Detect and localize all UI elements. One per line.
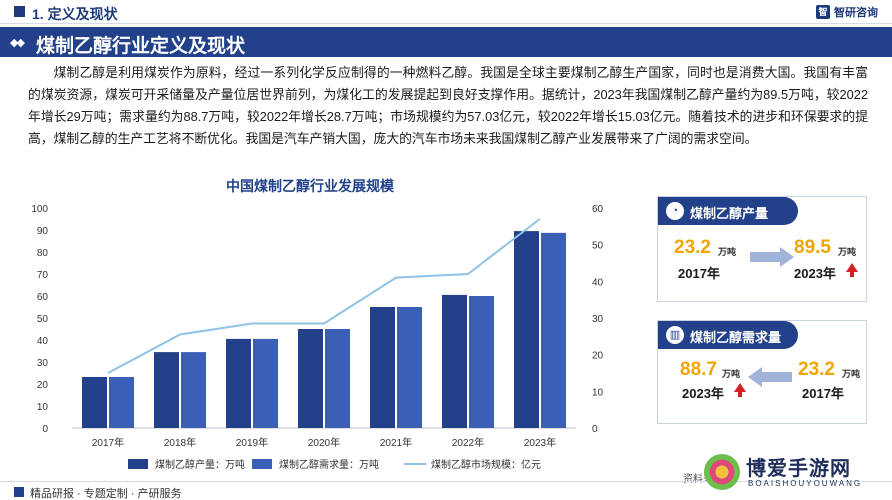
chart-icon: ◔ xyxy=(666,202,684,220)
y-left-tick-label: 100 xyxy=(31,204,48,215)
top-bar: 1. 定义及现状 智 智研咨询 xyxy=(0,0,892,24)
demand-left-unit: 万吨 xyxy=(722,369,741,379)
y-left-tick-label: 0 xyxy=(42,424,48,435)
watermark-subtitle: BOAISHOUYOUWANG xyxy=(748,479,863,488)
demand-right-year: 2017年 xyxy=(802,386,844,401)
demand-bar xyxy=(541,232,566,428)
demand-left-year: 2023年 xyxy=(682,386,724,401)
production-card: ◔ 煤制乙醇产量 23.2 万吨 2017年 89.5 万吨 2023年 xyxy=(657,196,867,302)
demand-bar xyxy=(109,376,134,428)
footer-services: 精品研报 · 专题定制 · 产研服务 xyxy=(30,488,182,500)
demand-left-value: 88.7 xyxy=(680,359,717,380)
up-arrow-icon xyxy=(846,263,858,272)
y-left-tick-label: 80 xyxy=(37,248,49,259)
x-tick-label: 2017年 xyxy=(92,436,124,449)
chart-title: 中国煤制乙醇行业发展规模 xyxy=(226,178,394,194)
y-left-tick-label: 30 xyxy=(37,358,49,369)
y-right-tick-label: 0 xyxy=(592,424,598,435)
demand-bar xyxy=(253,338,278,428)
legend-label: 煤制乙醇市场规模：亿元 xyxy=(431,458,541,471)
source-note: 资料来 xyxy=(683,474,713,485)
legend-label: 煤制乙醇产量：万吨 xyxy=(155,458,245,471)
y-right-tick-label: 40 xyxy=(592,277,604,288)
y-left-tick-label: 90 xyxy=(37,226,49,237)
flower-logo-icon xyxy=(704,454,740,490)
production-card-label: 煤制乙醇产量 xyxy=(690,206,769,221)
production-card-header: ◔ 煤制乙醇产量 xyxy=(658,197,798,225)
section-label: 1. 定义及现状 xyxy=(32,6,118,22)
y-right-tick-label: 20 xyxy=(592,351,604,362)
production-from-unit: 万吨 xyxy=(718,247,737,257)
demand-bar xyxy=(397,307,422,428)
demand-card-label: 煤制乙醇需求量 xyxy=(690,330,782,345)
x-tick-label: 2018年 xyxy=(164,436,196,449)
production-from-value: 23.2 xyxy=(674,237,711,258)
y-left-tick-label: 20 xyxy=(37,380,49,391)
arrow-left-icon xyxy=(748,367,792,387)
legend-swatch-bar xyxy=(128,459,148,469)
production-to-unit: 万吨 xyxy=(838,247,857,257)
demand-bar xyxy=(469,296,494,428)
site-watermark: 博爱手游网 BOAISHOUYOUWANG xyxy=(704,452,890,498)
demand-right-unit: 万吨 xyxy=(842,369,861,379)
production-to-value: 89.5 xyxy=(794,237,831,258)
y-right-tick-label: 10 xyxy=(592,387,604,398)
production-bar xyxy=(226,338,251,428)
y-left-tick-label: 70 xyxy=(37,270,49,281)
production-bar xyxy=(82,376,107,428)
y-right-tick-label: 30 xyxy=(592,314,604,325)
x-tick-label: 2019年 xyxy=(236,436,268,449)
y-left-tick-label: 60 xyxy=(37,292,49,303)
bar-chart-icon: ▥ xyxy=(666,326,684,344)
brand-name: 智研咨询 xyxy=(834,7,878,19)
production-bar xyxy=(514,231,539,428)
x-tick-label: 2022年 xyxy=(452,436,484,449)
demand-card-header: ▥ 煤制乙醇需求量 xyxy=(658,321,798,349)
market-size-line xyxy=(107,218,541,374)
legend-swatch-bar xyxy=(252,459,272,469)
demand-bar xyxy=(325,329,350,428)
arrow-right-icon xyxy=(750,247,794,267)
demand-bar xyxy=(181,352,206,428)
production-to-year: 2023年 xyxy=(794,266,836,281)
up-arrow-icon xyxy=(734,383,746,392)
production-bar xyxy=(154,352,179,428)
x-tick-label: 2021年 xyxy=(380,436,412,449)
footer-marker-icon xyxy=(14,487,24,497)
x-tick-label: 2023年 xyxy=(524,436,556,449)
y-right-tick-label: 50 xyxy=(592,241,604,252)
brand-logo[interactable]: 智 智研咨询 xyxy=(816,4,878,20)
x-tick-label: 2020年 xyxy=(308,436,340,449)
y-right-tick-label: 60 xyxy=(592,204,604,215)
up-arrow-stem xyxy=(738,392,742,397)
y-left-tick-label: 50 xyxy=(37,314,49,325)
production-from-year: 2017年 xyxy=(678,266,720,281)
page-title: 煤制乙醇行业定义及现状 xyxy=(36,36,246,57)
demand-card: ▥ 煤制乙醇需求量 88.7 万吨 2023年 23.2 万吨 2017年 xyxy=(657,320,867,424)
double-diamond-icon: ◆◆ xyxy=(10,37,25,49)
production-bar xyxy=(370,307,395,428)
title-bar: ◆◆ 煤制乙醇行业定义及现状 xyxy=(0,27,892,57)
production-bar xyxy=(442,294,467,428)
footer-bar: 精品研报 · 专题定制 · 产研服务 xyxy=(0,481,892,500)
production-bar xyxy=(298,329,323,428)
brand-logo-icon: 智 xyxy=(816,5,830,19)
up-arrow-stem xyxy=(850,272,854,277)
demand-right-value: 23.2 xyxy=(798,359,835,380)
watermark-title: 博爱手游网 xyxy=(746,458,851,480)
y-left-tick-label: 10 xyxy=(37,402,49,413)
development-scale-chart: 0 10 20 30 40 50 60 70 80 90 100 0 10 20 30 40 50 60 2017年… xyxy=(31,204,604,471)
intro-paragraph: 煤制乙醇是利用煤炭作为原料，经过一系列化学反应制得的一种燃料乙醇。我国是全球主要… xyxy=(28,65,868,146)
legend-label: 煤制乙醇需求量：万吨 xyxy=(279,458,379,471)
y-left-tick-label: 40 xyxy=(37,336,49,347)
section-marker-icon xyxy=(14,6,25,17)
